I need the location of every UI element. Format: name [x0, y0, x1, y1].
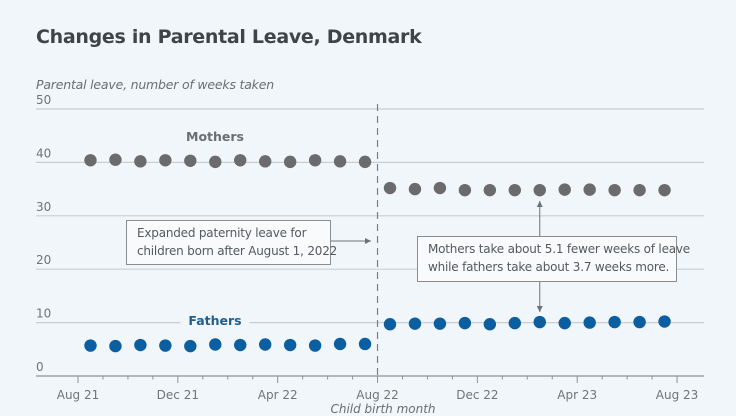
mothers-data-point — [633, 183, 646, 197]
x-tick-label: Dec 22 — [456, 388, 498, 402]
fathers-data-point — [533, 315, 546, 329]
fathers-data-point — [109, 339, 122, 353]
mothers-data-point — [483, 183, 497, 197]
x-axis-title: Child birth month — [330, 402, 436, 416]
fathers-label: Fathers — [180, 313, 250, 328]
mothers-data-point — [109, 153, 122, 166]
x-tick-label: Apr 22 — [258, 388, 298, 402]
fathers-data-point — [308, 339, 322, 352]
fathers-data-point — [583, 316, 596, 329]
mothers-data-point — [84, 154, 97, 167]
x-tick-label: Aug 21 — [57, 388, 100, 402]
annotation-text: Expanded paternity leave for — [137, 226, 307, 240]
mothers-data-point — [458, 183, 472, 197]
mothers-data-point — [408, 182, 422, 196]
fathers-data-point — [134, 338, 147, 352]
mothers-data-point — [259, 155, 272, 168]
mothers-data-point — [608, 183, 621, 197]
fathers-data-point — [234, 338, 247, 352]
fathers-data-point — [633, 315, 646, 329]
fathers-data-point — [333, 337, 347, 351]
mothers-data-point — [209, 155, 222, 169]
y-tick-label: 30 — [36, 200, 51, 214]
annotation-text: while fathers take about 3.7 weeks more. — [428, 260, 670, 274]
mothers-data-point — [558, 183, 571, 196]
annotation-text: Mothers take about 5.1 fewer weeks of le… — [428, 242, 690, 256]
x-tick-label: Aug 22 — [356, 388, 399, 402]
mothers-data-point — [283, 155, 297, 169]
mothers-data-point — [159, 154, 172, 167]
mothers-data-point — [383, 181, 397, 195]
fathers-data-point — [608, 315, 621, 329]
y-axis-title: Parental leave, number of weeks taken — [36, 77, 274, 92]
fathers-data-point — [159, 339, 172, 352]
x-tick-label: Dec 21 — [157, 388, 199, 402]
y-tick-label: 40 — [36, 146, 51, 160]
mothers-data-point — [658, 183, 671, 197]
fathers-data-point — [184, 339, 197, 353]
mothers-data-point — [358, 155, 372, 169]
annotation-text: children born after August 1, 2022 — [137, 244, 338, 258]
mothers-data-point — [134, 155, 147, 168]
y-tick-label: 10 — [36, 307, 51, 321]
fathers-data-point — [259, 338, 272, 351]
annotation-policy-change: Expanded paternity leave for children bo… — [126, 220, 338, 265]
fathers-data-point — [483, 318, 497, 331]
fathers-data-point — [84, 339, 97, 352]
fathers-data-point — [433, 317, 447, 330]
fathers-data-point — [383, 318, 397, 331]
mothers-data-point — [308, 154, 322, 167]
mothers-label: Mothers — [186, 129, 244, 144]
chart-title: Changes in Parental Leave, Denmark — [36, 26, 422, 48]
mothers-data-point — [433, 181, 447, 195]
y-tick-label: 0 — [36, 360, 44, 374]
mothers-data-point — [533, 183, 546, 197]
fathers-data-point — [408, 317, 422, 330]
x-tick-label: Apr 23 — [557, 388, 597, 402]
fathers-data-point — [558, 316, 571, 330]
fathers-data-point — [658, 315, 671, 328]
mothers-data-point — [508, 183, 521, 197]
fathers-data-point — [209, 338, 222, 351]
mothers-data-point — [583, 183, 596, 196]
fathers-data-point — [283, 338, 297, 352]
fathers-data-point — [458, 316, 472, 330]
y-tick-label: 20 — [36, 253, 51, 267]
y-tick-label: 50 — [36, 93, 51, 107]
x-tick-label: Aug 23 — [656, 388, 699, 402]
mothers-data-point — [234, 154, 247, 167]
mothers-data-point — [333, 155, 347, 168]
annotation-effect: Mothers take about 5.1 fewer weeks of le… — [417, 236, 690, 282]
mothers-data-point — [184, 154, 197, 167]
fathers-data-point — [358, 337, 372, 351]
fathers-data-point — [508, 316, 521, 330]
